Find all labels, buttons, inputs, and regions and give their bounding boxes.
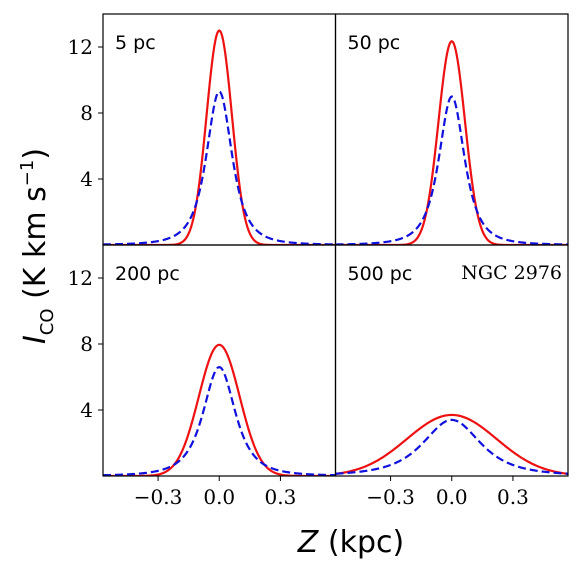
solid-profile-line [335,39,568,245]
x-tick-label: −0.3 [134,485,183,509]
panel-3: 200 pc [98,244,337,481]
y-tick-labels: 4 8 12 4 8 12 [68,35,93,422]
panel-label: 5 pc [115,32,156,54]
y-axis-title: ICO (K km s−1) [17,148,58,344]
panels-group: 5 pc 50 pc 200 pc 500 pc [98,13,569,481]
panel-frame [334,244,569,477]
panel-label: 500 pc [348,263,413,285]
y-tick-label: 12 [68,35,93,59]
galaxy-annotation: NGC 2976 [461,262,562,284]
dashed-profile-line [103,365,336,476]
x-tick-label: 0.3 [497,485,529,509]
panel-label: 50 pc [348,32,401,54]
x-axis-title: Z (kpc) [297,525,404,560]
solid-profile-line [335,413,568,475]
dashed-profile-line [335,95,568,245]
panel-4: 500 pc [334,244,569,481]
panel-2: 50 pc [334,13,569,246]
x-tick-labels: −0.3 0.0 0.3 −0.3 0.0 0.3 [134,485,529,509]
dashed-profile-line [103,90,336,245]
y-tick-label: 8 [80,332,93,356]
x-tick-label: 0.3 [265,485,297,509]
panel-label: 200 pc [115,263,180,285]
dashed-profile-line [335,418,568,475]
x-tick-label: −0.3 [366,485,415,509]
x-tick-label: 0.0 [203,485,235,509]
y-tick-label: 4 [80,398,93,422]
y-tick-label: 12 [68,266,93,290]
panel-1: 5 pc [98,13,337,246]
y-tick-label: 4 [80,167,93,191]
solid-profile-line [103,343,336,476]
y-tick-label: 8 [80,101,93,125]
solid-profile-line [103,29,336,245]
x-tick-label: 0.0 [436,485,468,509]
